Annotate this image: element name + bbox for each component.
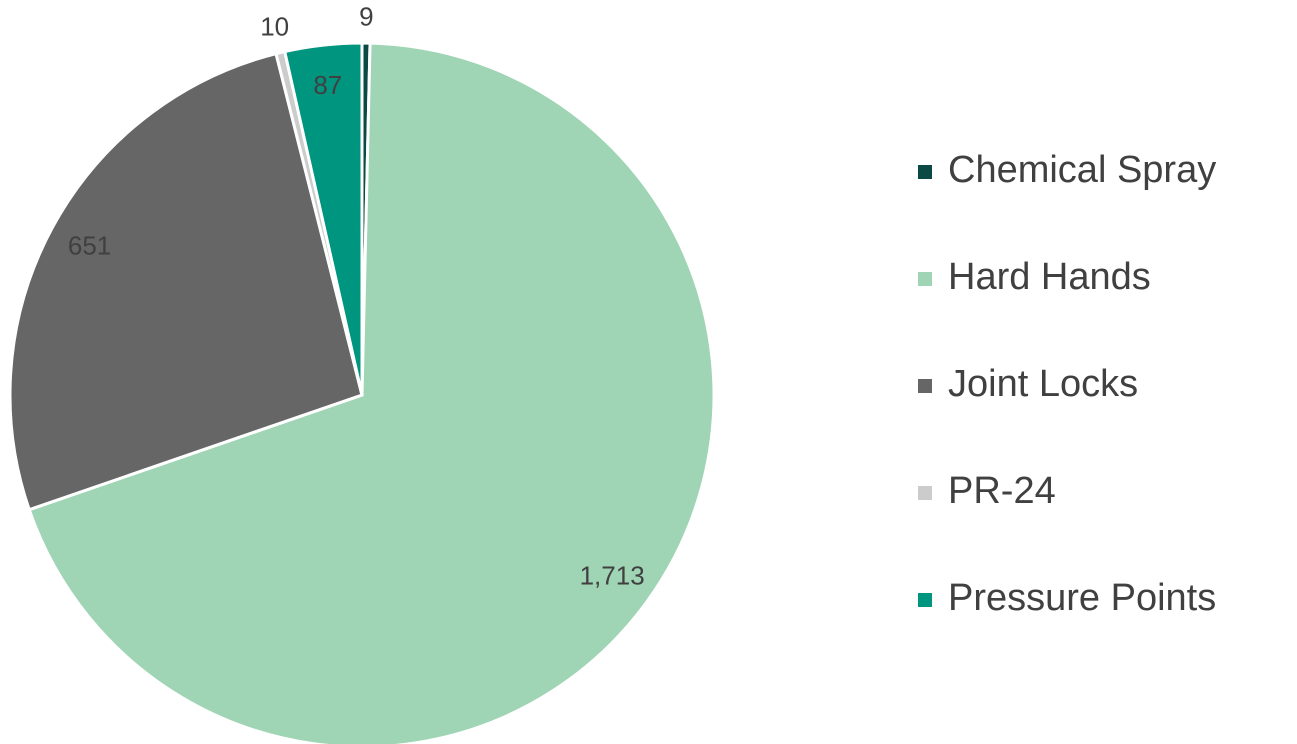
legend-swatch [918,165,932,179]
value-label: 1,713 [580,561,645,591]
value-label: 87 [313,70,342,100]
legend-swatch [918,593,932,607]
legend-swatch [918,379,932,393]
legend-label: Joint Locks [948,363,1138,405]
legend-label: PR-24 [948,470,1056,512]
legend-label: Chemical Spray [948,149,1216,191]
legend-label: Pressure Points [948,577,1216,619]
legend-swatch [918,486,932,500]
pie-slice [8,51,364,512]
value-label: 9 [359,1,373,31]
legend-label: Hard Hands [948,256,1151,298]
value-label: 10 [260,12,289,42]
value-label: 651 [68,230,111,260]
legend-swatch [918,272,932,286]
pie-slice [27,41,716,744]
pie-slice [282,41,364,396]
